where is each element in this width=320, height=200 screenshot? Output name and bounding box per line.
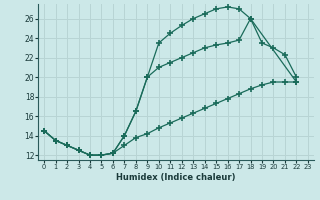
X-axis label: Humidex (Indice chaleur): Humidex (Indice chaleur) [116,173,236,182]
